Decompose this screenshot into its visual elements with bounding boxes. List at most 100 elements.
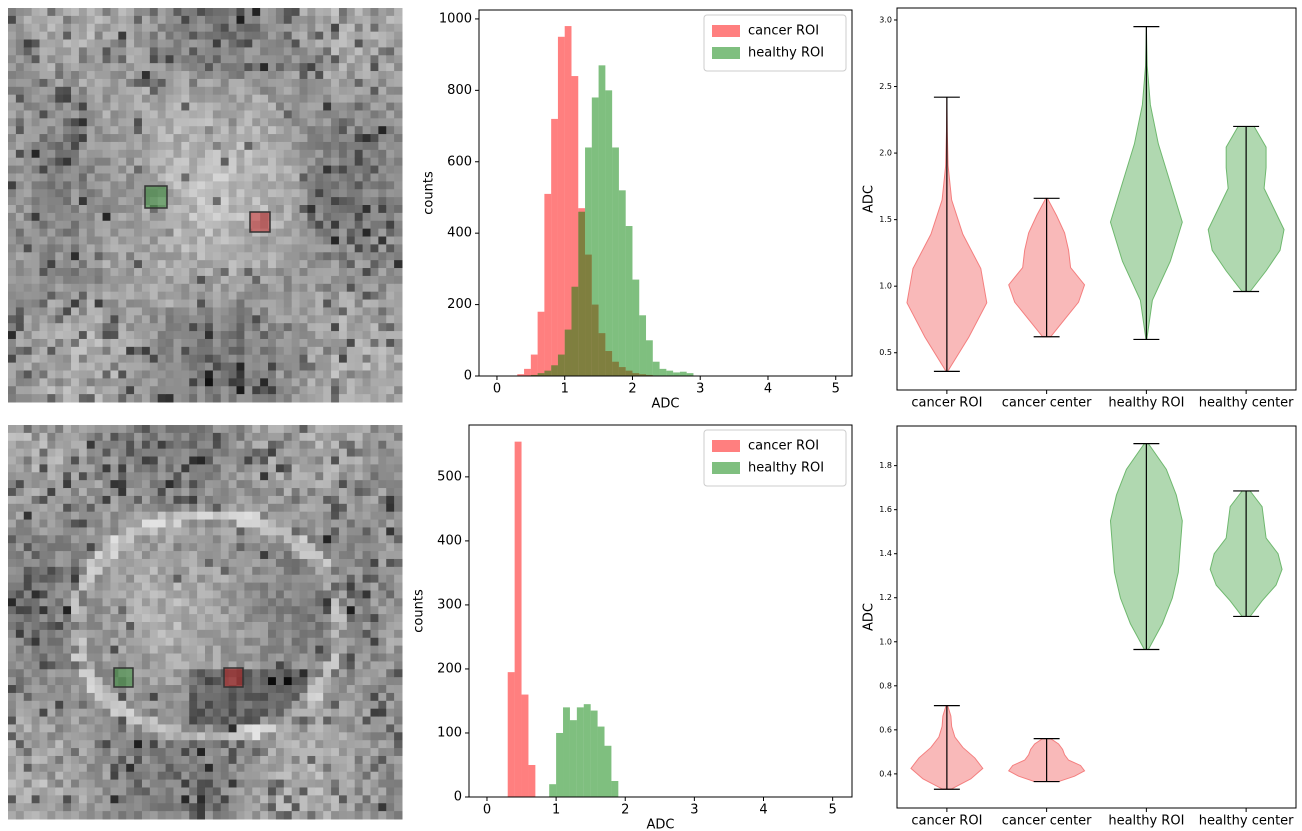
pixel bbox=[95, 795, 103, 803]
pixel bbox=[307, 363, 315, 371]
pixel bbox=[229, 709, 237, 717]
pixel bbox=[347, 181, 355, 189]
pixel bbox=[331, 551, 339, 559]
pixel bbox=[55, 677, 63, 685]
pixel bbox=[166, 559, 174, 567]
pixel bbox=[378, 425, 386, 433]
pixel bbox=[252, 8, 260, 16]
pixel bbox=[323, 8, 331, 16]
pixel bbox=[134, 268, 142, 276]
pixel bbox=[158, 724, 166, 732]
pixel bbox=[95, 598, 103, 606]
pixel bbox=[47, 740, 55, 748]
pixel bbox=[24, 464, 32, 472]
pixel bbox=[331, 166, 339, 174]
pixel bbox=[126, 158, 134, 166]
pixel bbox=[150, 268, 158, 276]
pixel bbox=[150, 110, 158, 118]
pixel bbox=[244, 347, 252, 355]
pixel bbox=[126, 150, 134, 158]
pixel bbox=[237, 173, 245, 181]
pixel bbox=[63, 347, 71, 355]
pixel bbox=[40, 197, 48, 205]
pixel bbox=[173, 87, 181, 95]
pixel bbox=[323, 535, 331, 543]
pixel bbox=[276, 79, 284, 87]
pixel bbox=[252, 126, 260, 134]
pixel bbox=[126, 213, 134, 221]
pixel bbox=[339, 811, 347, 819]
pixel bbox=[8, 229, 16, 237]
pixel bbox=[252, 661, 260, 669]
pixel bbox=[158, 480, 166, 488]
pixel bbox=[331, 355, 339, 363]
pixel bbox=[173, 370, 181, 378]
pixel bbox=[260, 150, 268, 158]
pixel bbox=[79, 118, 87, 126]
pixel bbox=[237, 355, 245, 363]
pixel bbox=[87, 71, 95, 79]
pixel bbox=[47, 717, 55, 725]
pixel bbox=[158, 150, 166, 158]
pixel bbox=[47, 8, 55, 16]
pixel bbox=[229, 654, 237, 662]
pixel bbox=[87, 370, 95, 378]
pixel bbox=[40, 780, 48, 788]
pixel bbox=[347, 701, 355, 709]
pixel bbox=[142, 268, 150, 276]
pixel bbox=[229, 764, 237, 772]
pixel bbox=[363, 8, 371, 16]
pixel bbox=[197, 150, 205, 158]
pixel bbox=[229, 118, 237, 126]
pixel bbox=[276, 575, 284, 583]
pixel bbox=[221, 575, 229, 583]
pixel bbox=[237, 142, 245, 150]
pixel bbox=[237, 724, 245, 732]
pixel bbox=[166, 614, 174, 622]
pixel bbox=[370, 173, 378, 181]
pixel bbox=[110, 590, 118, 598]
pixel bbox=[173, 527, 181, 535]
pixel bbox=[110, 268, 118, 276]
pixel bbox=[205, 260, 213, 268]
pixel bbox=[134, 386, 142, 394]
pixel bbox=[252, 158, 260, 166]
pixel bbox=[386, 95, 394, 103]
pixel bbox=[213, 315, 221, 323]
pixel bbox=[221, 709, 229, 717]
pixel bbox=[181, 661, 189, 669]
pixel bbox=[79, 284, 87, 292]
pixel bbox=[118, 47, 126, 55]
pixel bbox=[323, 772, 331, 780]
pixel bbox=[252, 173, 260, 181]
pixel bbox=[237, 300, 245, 308]
pixel bbox=[347, 205, 355, 213]
pixel bbox=[55, 646, 63, 654]
pixel bbox=[134, 551, 142, 559]
pixel bbox=[24, 63, 32, 71]
pixel bbox=[16, 229, 24, 237]
pixel bbox=[181, 300, 189, 308]
pixel bbox=[47, 575, 55, 583]
pixel bbox=[276, 244, 284, 252]
pixel bbox=[355, 244, 363, 252]
pixel bbox=[8, 496, 16, 504]
pixel bbox=[276, 764, 284, 772]
pixel bbox=[40, 551, 48, 559]
pixel bbox=[252, 323, 260, 331]
pixel bbox=[71, 47, 79, 55]
pixel bbox=[370, 551, 378, 559]
pixel bbox=[189, 213, 197, 221]
pixel bbox=[252, 512, 260, 520]
pixel bbox=[173, 134, 181, 142]
pixel bbox=[221, 480, 229, 488]
pixel bbox=[197, 717, 205, 725]
pixel bbox=[55, 150, 63, 158]
pixel bbox=[252, 567, 260, 575]
pixel bbox=[32, 520, 40, 528]
pixel bbox=[95, 638, 103, 646]
pixel bbox=[363, 575, 371, 583]
pixel bbox=[118, 237, 126, 245]
pixel bbox=[79, 24, 87, 32]
pixel bbox=[181, 260, 189, 268]
